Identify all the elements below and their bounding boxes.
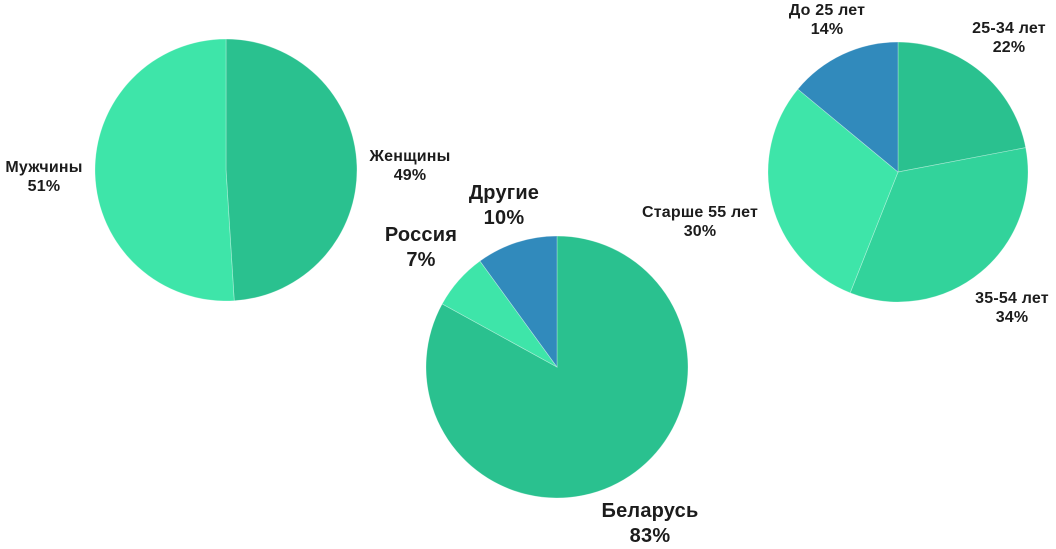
pie-slice-35-54-лет [849,147,1029,303]
pie-slice-до-25-лет [797,41,899,173]
label-pct: 30% [683,223,717,240]
label-rossiya: Россия 7% [385,223,457,273]
label-pct: 34% [995,309,1029,326]
label-name: 35-54 лет [975,290,1049,307]
pie-slice-женщины [225,38,358,302]
pie-slice-25-34-лет [897,41,1027,173]
label-name: До 25 лет [788,2,866,19]
label-pct: 14% [810,21,844,38]
label-muzhchiny: Мужчины 51% [5,158,82,196]
pie-slice-россия [441,260,558,368]
pie-slice-старше-55-лет [767,88,899,294]
label-pct: 49% [393,167,427,184]
label-pct: 10% [483,207,525,229]
label-drugie: Другие 10% [469,181,539,231]
label-name: Россия [384,224,458,246]
label-name: Женщины [369,148,451,165]
label-zhenshchiny: Женщины 49% [369,147,450,185]
label-name: 25-34 лет [972,20,1046,37]
label-35-54-let: 35-54 лет 34% [975,289,1049,327]
label-name: Мужчины [5,159,83,176]
label-name: Беларусь [601,500,699,522]
label-name: Другие [468,182,540,204]
label-name: Старше 55 лет [641,204,759,221]
label-belarus: Беларусь 83% [602,499,699,549]
pie-chart-age [767,41,1029,303]
label-pct: 22% [992,39,1026,56]
pie-slice-мужчины [94,38,235,302]
label-pct: 7% [406,249,436,271]
label-do-25-let: До 25 лет 14% [789,1,865,39]
label-pct: 51% [27,178,61,195]
pie-chart-gender [94,38,358,302]
label-pct: 83% [629,525,671,547]
pie-slice-беларусь [425,235,689,499]
label-starshe-55-let: Старше 55 лет 30% [642,203,758,241]
pie-slice-другие [479,235,558,369]
pie-chart-country [425,235,689,499]
label-25-34-let: 25-34 лет 22% [972,19,1046,57]
